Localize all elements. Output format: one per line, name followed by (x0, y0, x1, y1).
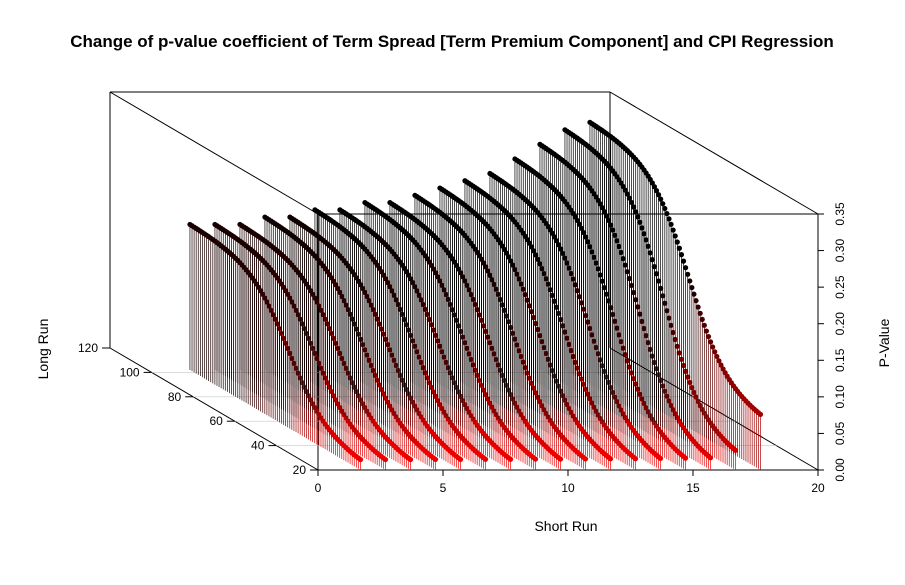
data-point (408, 457, 413, 462)
z-tick-label: 0.05 (833, 421, 847, 445)
data-point (712, 349, 717, 354)
data-point (662, 206, 667, 211)
data-point (693, 298, 698, 303)
data-point (558, 456, 563, 461)
data-point (671, 227, 676, 232)
data-point (433, 457, 438, 462)
data-point (666, 216, 671, 221)
y-tick-label: 120 (78, 341, 98, 355)
z-axis-label: P-Value (876, 318, 892, 367)
data-point (664, 211, 669, 216)
data-point (708, 339, 713, 344)
data-point (658, 456, 663, 461)
data-point (383, 457, 388, 462)
box-edge-depth-top-left (110, 92, 318, 214)
data-point (758, 412, 763, 417)
z-tick-label: 0.00 (833, 458, 847, 482)
y-tick-label: 60 (209, 414, 223, 428)
x-tick-label: 0 (315, 481, 322, 495)
box-edge-floor-right (610, 348, 818, 470)
data-marks (187, 120, 763, 470)
x-tick-label: 10 (561, 481, 575, 495)
data-point (683, 265, 688, 270)
y-tick-label: 20 (293, 463, 307, 477)
data-point (668, 222, 673, 227)
data-point (608, 456, 613, 461)
data-point (658, 197, 663, 202)
data-point (710, 344, 715, 349)
data-point (691, 292, 696, 297)
floor-grid (152, 372, 777, 445)
data-point (681, 259, 686, 264)
data-point (533, 456, 538, 461)
z-tick-label: 0.15 (833, 348, 847, 372)
data-point (673, 233, 678, 238)
data-point (583, 456, 588, 461)
x-axis-ticks: 0 5 10 15 20 (315, 470, 825, 495)
y-tick-label: 40 (251, 439, 265, 453)
data-point (696, 304, 701, 309)
data-point (679, 252, 684, 257)
data-point (633, 456, 638, 461)
data-point (677, 246, 682, 251)
data-point (358, 457, 363, 462)
data-point (660, 201, 665, 206)
data-point (706, 334, 711, 339)
z-tick-label: 0.10 (833, 385, 847, 409)
data-point (687, 278, 692, 283)
z-tick-label: 0.25 (833, 275, 847, 299)
y-axis-label: Long Run (35, 319, 51, 380)
data-point (698, 311, 703, 316)
x-tick-label: 20 (811, 481, 825, 495)
data-point (508, 457, 513, 462)
y-tick-label: 80 (168, 390, 182, 404)
data-point (483, 457, 488, 462)
data-point (702, 323, 707, 328)
data-point (704, 328, 709, 333)
z-axis-ticks: 0.00 0.05 0.10 0.15 0.20 0.25 0.30 0.35 (818, 202, 847, 482)
chart-title: Change of p-value coefficient of Term Sp… (70, 32, 834, 51)
data-point (689, 285, 694, 290)
z-tick-label: 0.30 (833, 239, 847, 263)
data-point (700, 317, 705, 322)
box-edge-floor-left (110, 348, 318, 470)
z-tick-label: 0.35 (833, 202, 847, 226)
data-point (458, 457, 463, 462)
y-tick-label: 100 (120, 365, 140, 379)
x-tick-label: 5 (440, 481, 447, 495)
data-point (675, 239, 680, 244)
x-tick-label: 15 (686, 481, 700, 495)
z-tick-label: 0.20 (833, 312, 847, 336)
x-axis-label: Short Run (534, 518, 597, 534)
box-edge-depth-top-right (610, 92, 818, 214)
data-point (685, 272, 690, 277)
